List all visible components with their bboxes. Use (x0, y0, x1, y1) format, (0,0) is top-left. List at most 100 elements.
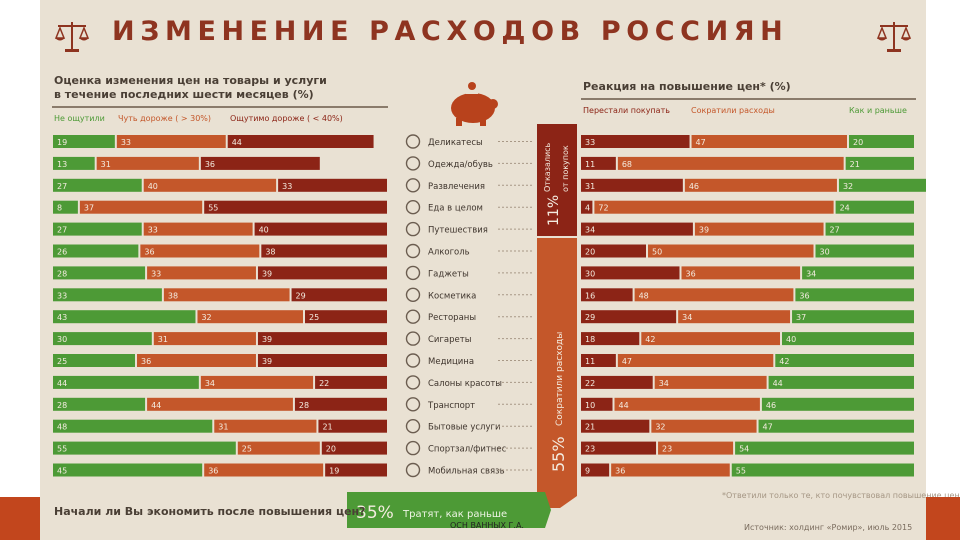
right-bar-label: 37 (796, 313, 806, 322)
right-bar-перестали-покупать (581, 200, 593, 214)
right-bar-перестали-покупать (581, 354, 616, 367)
left-bar-label: 39 (262, 357, 272, 366)
right-bar-label: 21 (585, 423, 595, 432)
left-bar-label: 31 (101, 160, 111, 169)
left-bar-чуть-дороже-30- (143, 178, 277, 192)
left-bar-чуть-дороже-30- (204, 463, 324, 477)
left-bar-чуть-дороже-30- (163, 288, 290, 302)
category-icon (405, 353, 421, 368)
right-bar-как-и-раньше (782, 332, 914, 346)
scales-icon (54, 22, 90, 52)
right-bar-label: 54 (739, 445, 749, 454)
left-bar-не-ощутили (53, 441, 236, 455)
right-bar-сократили-расходы (617, 156, 844, 170)
left-bar-не-ощутили (53, 222, 142, 236)
left-bar-label: 34 (205, 379, 215, 388)
category-label: Развлечения (428, 182, 485, 192)
refused-column (537, 124, 577, 236)
left-bar-label: 36 (208, 467, 218, 476)
category-icon (405, 331, 421, 346)
left-bar-чуть-дороже-30- (79, 200, 203, 214)
left-bar-label: 28 (57, 269, 67, 278)
left-bar-чуть-дороже-30- (197, 310, 303, 324)
right-bar-label: 34 (585, 226, 595, 235)
left-bar-не-ощутили (53, 266, 146, 280)
left-bar-не-ощутили (53, 419, 213, 433)
right-bar-label: 10 (585, 401, 595, 410)
right-bar-сократили-расходы (658, 441, 734, 455)
right-bar-label: 32 (655, 423, 665, 432)
right-bar-как-и-раньше (758, 419, 914, 433)
left-bar-label: 25 (57, 357, 67, 366)
left-bar-не-ощутили (53, 463, 203, 477)
left-bar-ощутимо-дороже-40- (294, 397, 387, 411)
right-bar-перестали-покупать (581, 178, 683, 192)
category-icon (405, 309, 421, 324)
right-bar-label: 72 (598, 204, 608, 213)
left-bar-label: 44 (232, 138, 242, 147)
category-icon (405, 265, 421, 281)
left-bar-чуть-дороже-30- (143, 222, 253, 236)
page-title: ИЗМЕНЕНИЕ РАСХОДОВ РОССИЯН (112, 16, 789, 47)
left-bar-label: 33 (57, 291, 67, 300)
left-bar-label: 28 (57, 401, 67, 410)
left-bar-ощутимо-дороже-40- (318, 419, 387, 433)
right-bar-сократили-расходы (641, 332, 780, 346)
right-bar-label: 47 (622, 357, 632, 366)
category-label: Медицина (428, 357, 474, 367)
refused-pct: 11% (546, 195, 562, 226)
legend-noticeably: Ощутимо дороже ( < 40%) (230, 114, 343, 123)
left-bar-не-ощутили (53, 354, 135, 367)
left-bar-label: 38 (168, 291, 178, 300)
left-bar-не-ощутили (53, 156, 95, 170)
left-header-rule (52, 106, 388, 108)
right-bar-label: 42 (645, 335, 655, 344)
left-bar-не-ощутили (53, 200, 78, 214)
left-bar-label: 21 (322, 423, 332, 432)
category-icon (405, 462, 421, 478)
left-bar-label: 39 (262, 335, 272, 344)
right-bar-label: 4 (585, 204, 590, 213)
right-bar-перестали-покупать (581, 441, 657, 455)
right-bar-как-и-раньше (735, 441, 914, 455)
left-bar-ощутимо-дороже-40- (315, 375, 387, 389)
right-bar-как-и-раньше (815, 244, 914, 258)
right-bar-как-и-раньше (795, 288, 914, 302)
footnote: *Ответили только те, кто почувствовал по… (722, 491, 960, 500)
right-bar-сократили-расходы (678, 310, 791, 324)
legend-same: Как и раньше (849, 106, 907, 115)
legend-not-felt: Не ощутили (54, 114, 105, 123)
category-label: Спортзал/фитнес (428, 445, 507, 455)
same-pct: 35% (356, 503, 394, 523)
left-bar-чуть-дороже-30- (214, 419, 317, 433)
right-bar-label: 21 (850, 160, 860, 169)
right-bar-сократили-расходы (684, 178, 837, 192)
right-bar-label: 36 (799, 291, 809, 300)
right-bar-перестали-покупать (581, 156, 616, 170)
left-bar-чуть-дороже-30- (116, 135, 226, 148)
slide-caption: ОСН ВАННЫХ Г.А. (450, 521, 524, 530)
right-bar-перестали-покупать (581, 135, 690, 148)
right-bar-как-и-раньше (792, 310, 914, 324)
category-label: Транспорт (427, 401, 475, 411)
left-bar-не-ощутили (53, 397, 146, 411)
same-label: Тратят, как раньше (402, 509, 507, 520)
category-label: Косметика (428, 291, 476, 301)
left-bar-ощутимо-дороже-40- (200, 156, 320, 170)
left-bar-ощутимо-дороже-40- (291, 288, 387, 302)
category-label: Путешествия (428, 226, 488, 236)
left-bar-label: 25 (309, 313, 319, 322)
legend-stopped: Перестали покупать (583, 106, 670, 115)
cut-label: Сократили расходы (555, 332, 565, 426)
right-bar-как-и-раньше (838, 178, 926, 192)
left-bar-ощутимо-дороже-40- (321, 441, 387, 455)
right-bar-сократили-расходы (654, 375, 767, 389)
refused-label-2: от покупок (561, 145, 570, 192)
right-bar-label: 42 (779, 357, 789, 366)
left-bar-label: 55 (57, 445, 67, 454)
chart-area: 19 33 44 Деликатесы 33 47 20 13 31 36 Одежда/обувь… (40, 66, 926, 540)
right-bar-label: 47 (763, 423, 773, 432)
left-bar-label: 55 (208, 204, 218, 213)
right-bar-label: 46 (766, 401, 776, 410)
